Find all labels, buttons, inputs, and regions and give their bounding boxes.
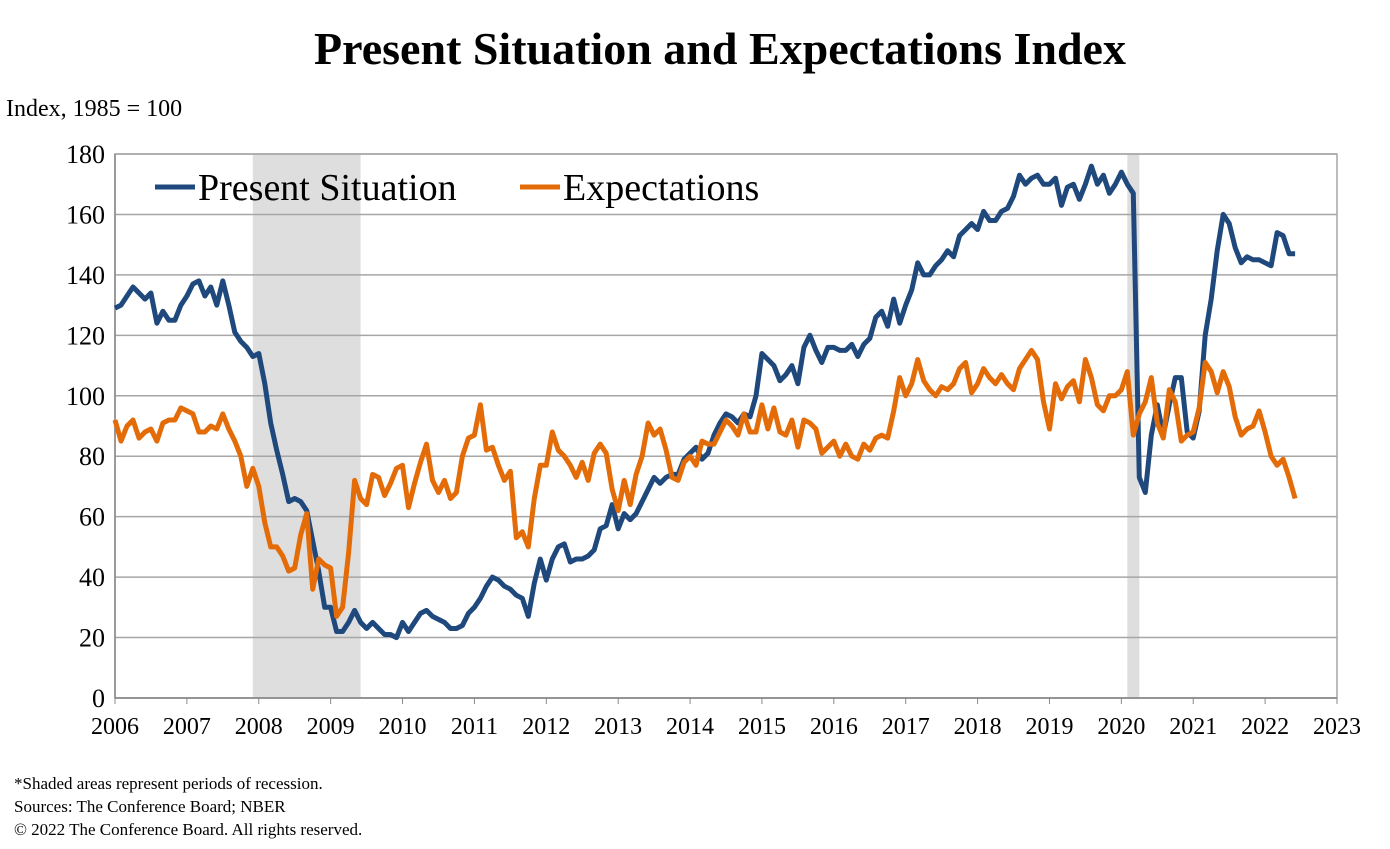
x-tick-label: 2015 — [738, 714, 786, 740]
x-tick-label: 2007 — [163, 714, 211, 740]
x-tick-label: 2020 — [1097, 714, 1145, 740]
legend: Present Situation Expectations — [155, 167, 759, 209]
y-tick-label: 0 — [92, 684, 105, 713]
x-tick-label: 2010 — [379, 714, 427, 740]
y-tick-label: 160 — [66, 200, 105, 229]
footnote-copyright: © 2022 The Conference Board. All rights … — [14, 820, 363, 839]
x-tick-label: 2009 — [307, 714, 355, 740]
y-tick-label: 180 — [66, 140, 105, 169]
x-tick-label: 2013 — [594, 714, 642, 740]
legend-expectations: Expectations — [563, 167, 759, 209]
y-tick-label: 20 — [79, 624, 105, 653]
y-tick-label: 40 — [79, 563, 105, 592]
y-tick-label: 60 — [79, 503, 105, 532]
x-tick-label: 2017 — [882, 714, 930, 740]
x-tick-label: 2011 — [451, 714, 498, 740]
y-tick-label: 140 — [66, 261, 105, 290]
footnote-sources: Sources: The Conference Board; NBER — [14, 797, 286, 816]
footnote-recession: *Shaded areas represent periods of reces… — [14, 774, 323, 793]
x-tick-label: 2022 — [1241, 714, 1289, 740]
x-tick-label: 2023 — [1313, 714, 1361, 740]
expectations-line — [112, 347, 1298, 619]
x-tick-label: 2019 — [1025, 714, 1073, 740]
x-tick-label: 2008 — [235, 714, 283, 740]
x-tick-label: 2014 — [666, 714, 714, 740]
x-tick-label: 2012 — [522, 714, 570, 740]
y-tick-label: 80 — [79, 442, 105, 471]
x-tick-label: 2016 — [810, 714, 858, 740]
x-tick-label: 2018 — [954, 714, 1002, 740]
x-tick-label: 2021 — [1169, 714, 1217, 740]
legend-present-situation: Present Situation — [198, 167, 457, 209]
present-situation-line — [113, 163, 1296, 641]
x-tick-label: 2006 — [91, 714, 139, 740]
y-axis-label: Index, 1985 = 100 — [6, 96, 182, 122]
y-tick-label: 120 — [66, 321, 105, 350]
y-tick-label: 100 — [66, 382, 105, 411]
chart-title: Present Situation and Expectations Index — [314, 23, 1126, 74]
